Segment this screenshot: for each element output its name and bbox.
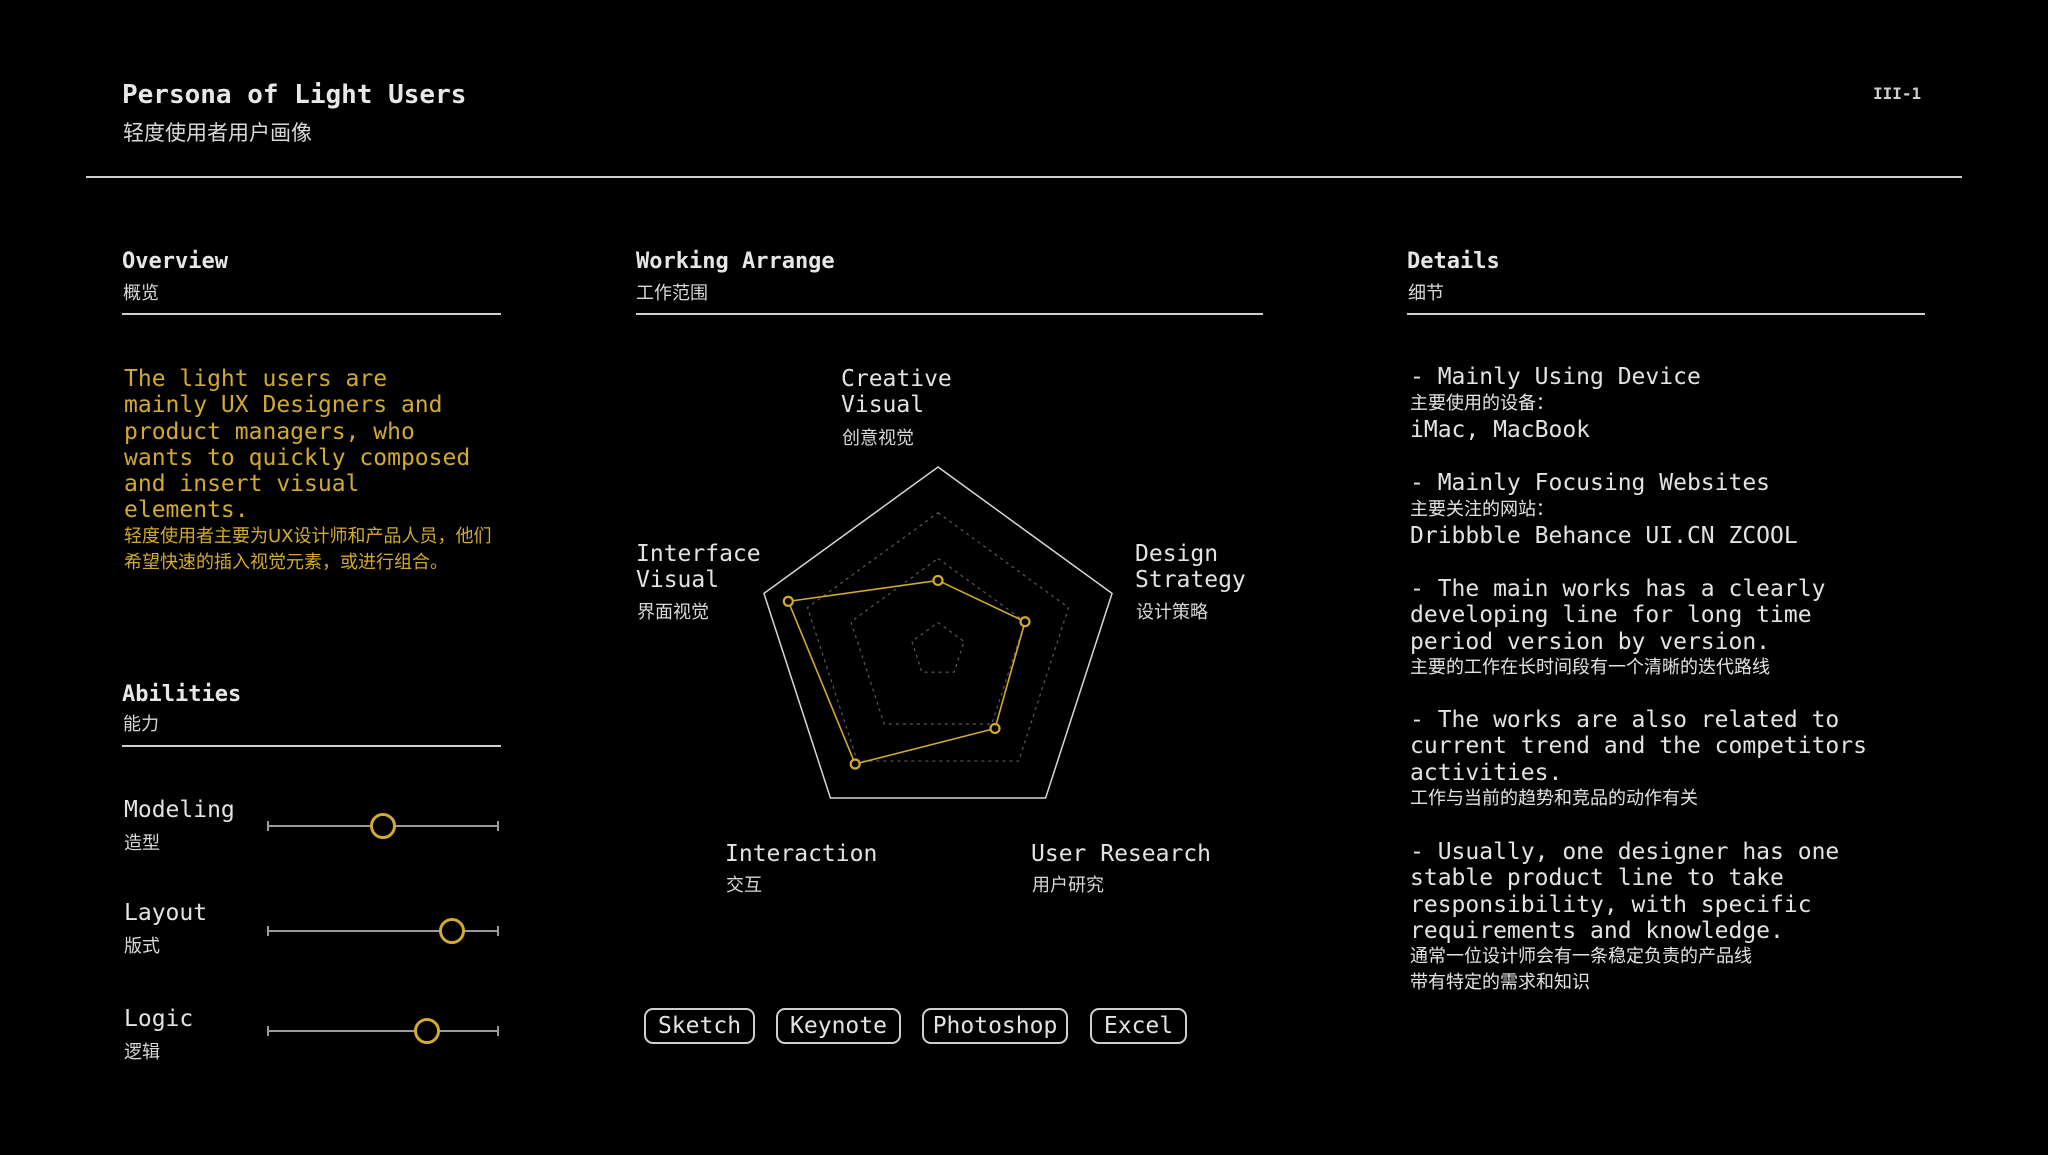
slider-max-tick-modeling (497, 821, 499, 831)
ability-label-layout-cn: 版式 (124, 936, 160, 957)
slider-max-tick-logic (497, 1026, 499, 1036)
radar-data-shape (787, 579, 1026, 765)
page-number: III-1 (1873, 84, 1922, 103)
overview-heading: Overview (122, 249, 228, 274)
radar-point-design-strategy (1019, 616, 1031, 628)
ability-label-logic: Logic (124, 1006, 194, 1032)
slider-min-tick-layout (267, 926, 269, 936)
ability-label-modeling-cn: 造型 (124, 833, 160, 854)
axis-label-creative-visual: Creative Visual (841, 366, 952, 419)
overview-text-cn: 轻度使用者主要为UX设计师和产品人员，他们希望快速的插入视觉元素，或进行组合。 (124, 526, 492, 573)
detail-device-cn: 主要使用的设备： (1410, 393, 1554, 414)
axis-label-design-strategy: Design Strategy (1135, 541, 1246, 594)
overview-divider (122, 313, 501, 315)
axis-label-user-research-cn: 用户研究 (1032, 875, 1104, 896)
page-title: Persona of Light Users (122, 80, 467, 110)
tool-tag-sketch: Sketch (644, 1008, 755, 1044)
details-heading-cn: 细节 (1408, 283, 1444, 304)
overview-text: The light users are mainly UX Designers … (124, 366, 471, 524)
detail-trend: - The works are also related to current … (1410, 707, 1867, 786)
detail-device-value: iMac, MacBook (1410, 417, 1591, 443)
detail-work-line: - The main works has a clearly developin… (1410, 576, 1826, 655)
radar-point-user-research (989, 722, 1001, 735)
slider-min-tick-logic (267, 1026, 269, 1036)
header-divider (86, 176, 1962, 178)
axis-label-interface-visual: Interface Visual (636, 541, 761, 594)
slider-max-tick-layout (497, 926, 499, 936)
working-heading: Working Arrange (636, 249, 835, 274)
slider-knob-modeling[interactable] (370, 813, 396, 839)
working-divider (636, 313, 1263, 315)
radar-outer-ring (763, 466, 1113, 799)
axis-label-creative-visual-cn: 创意视觉 (842, 428, 914, 449)
radar-inner-ring (911, 621, 965, 673)
abilities-heading-cn: 能力 (123, 714, 159, 735)
page-subtitle: 轻度使用者用户画像 (123, 121, 312, 145)
radar-point-creative-visual (932, 574, 944, 587)
axis-label-interface-visual-cn: 界面视觉 (637, 602, 709, 623)
ability-label-layout: Layout (124, 900, 208, 926)
detail-product-line-cn: 通常一位设计师会有一条稳定负责的产品线 带有特定的需求和知识 (1410, 946, 1752, 993)
detail-websites-cn: 主要关注的网站： (1410, 499, 1554, 520)
slider-track-layout[interactable] (268, 930, 498, 932)
radar-point-interface-visual (782, 595, 794, 607)
detail-device: - Mainly Using Device (1410, 364, 1701, 390)
axis-label-user-research: User Research (1031, 841, 1212, 867)
detail-trend-cn: 工作与当前的趋势和竞品的动作有关 (1410, 788, 1698, 809)
detail-product-line: - Usually, one designer has one stable p… (1410, 839, 1840, 944)
axis-label-interaction-cn: 交互 (726, 875, 762, 896)
radar-ring-2 (850, 557, 1026, 725)
working-heading-cn: 工作范围 (636, 283, 708, 304)
radar-chart (763, 466, 1113, 799)
details-heading: Details (1407, 249, 1500, 274)
abilities-heading: Abilities (122, 682, 242, 707)
slider-knob-logic[interactable] (413, 1018, 440, 1044)
radar-ring-3 (806, 512, 1070, 762)
slider-track-logic[interactable] (268, 1030, 498, 1032)
axis-label-design-strategy-cn: 设计策略 (1136, 602, 1208, 623)
radar-point-interaction (849, 758, 861, 770)
tool-tag-excel: Excel (1090, 1008, 1187, 1044)
tool-tag-keynote: Keynote (776, 1008, 901, 1044)
detail-websites: - Mainly Focusing Websites (1410, 470, 1771, 496)
details-divider (1407, 313, 1925, 315)
ability-label-logic-cn: 逻辑 (124, 1042, 160, 1063)
ability-label-modeling: Modeling (124, 797, 235, 823)
abilities-divider (122, 745, 501, 747)
axis-label-interaction: Interaction (725, 841, 878, 867)
detail-websites-value: Dribbble Behance UI.CN ZCOOL (1410, 523, 1798, 549)
slider-knob-layout[interactable] (439, 918, 465, 944)
slider-min-tick-modeling (267, 821, 269, 831)
tool-tag-photoshop: Photoshop (922, 1008, 1068, 1044)
overview-heading-cn: 概览 (123, 283, 159, 304)
detail-work-line-cn: 主要的工作在长时间段有一个清晰的迭代路线 (1410, 657, 1770, 678)
